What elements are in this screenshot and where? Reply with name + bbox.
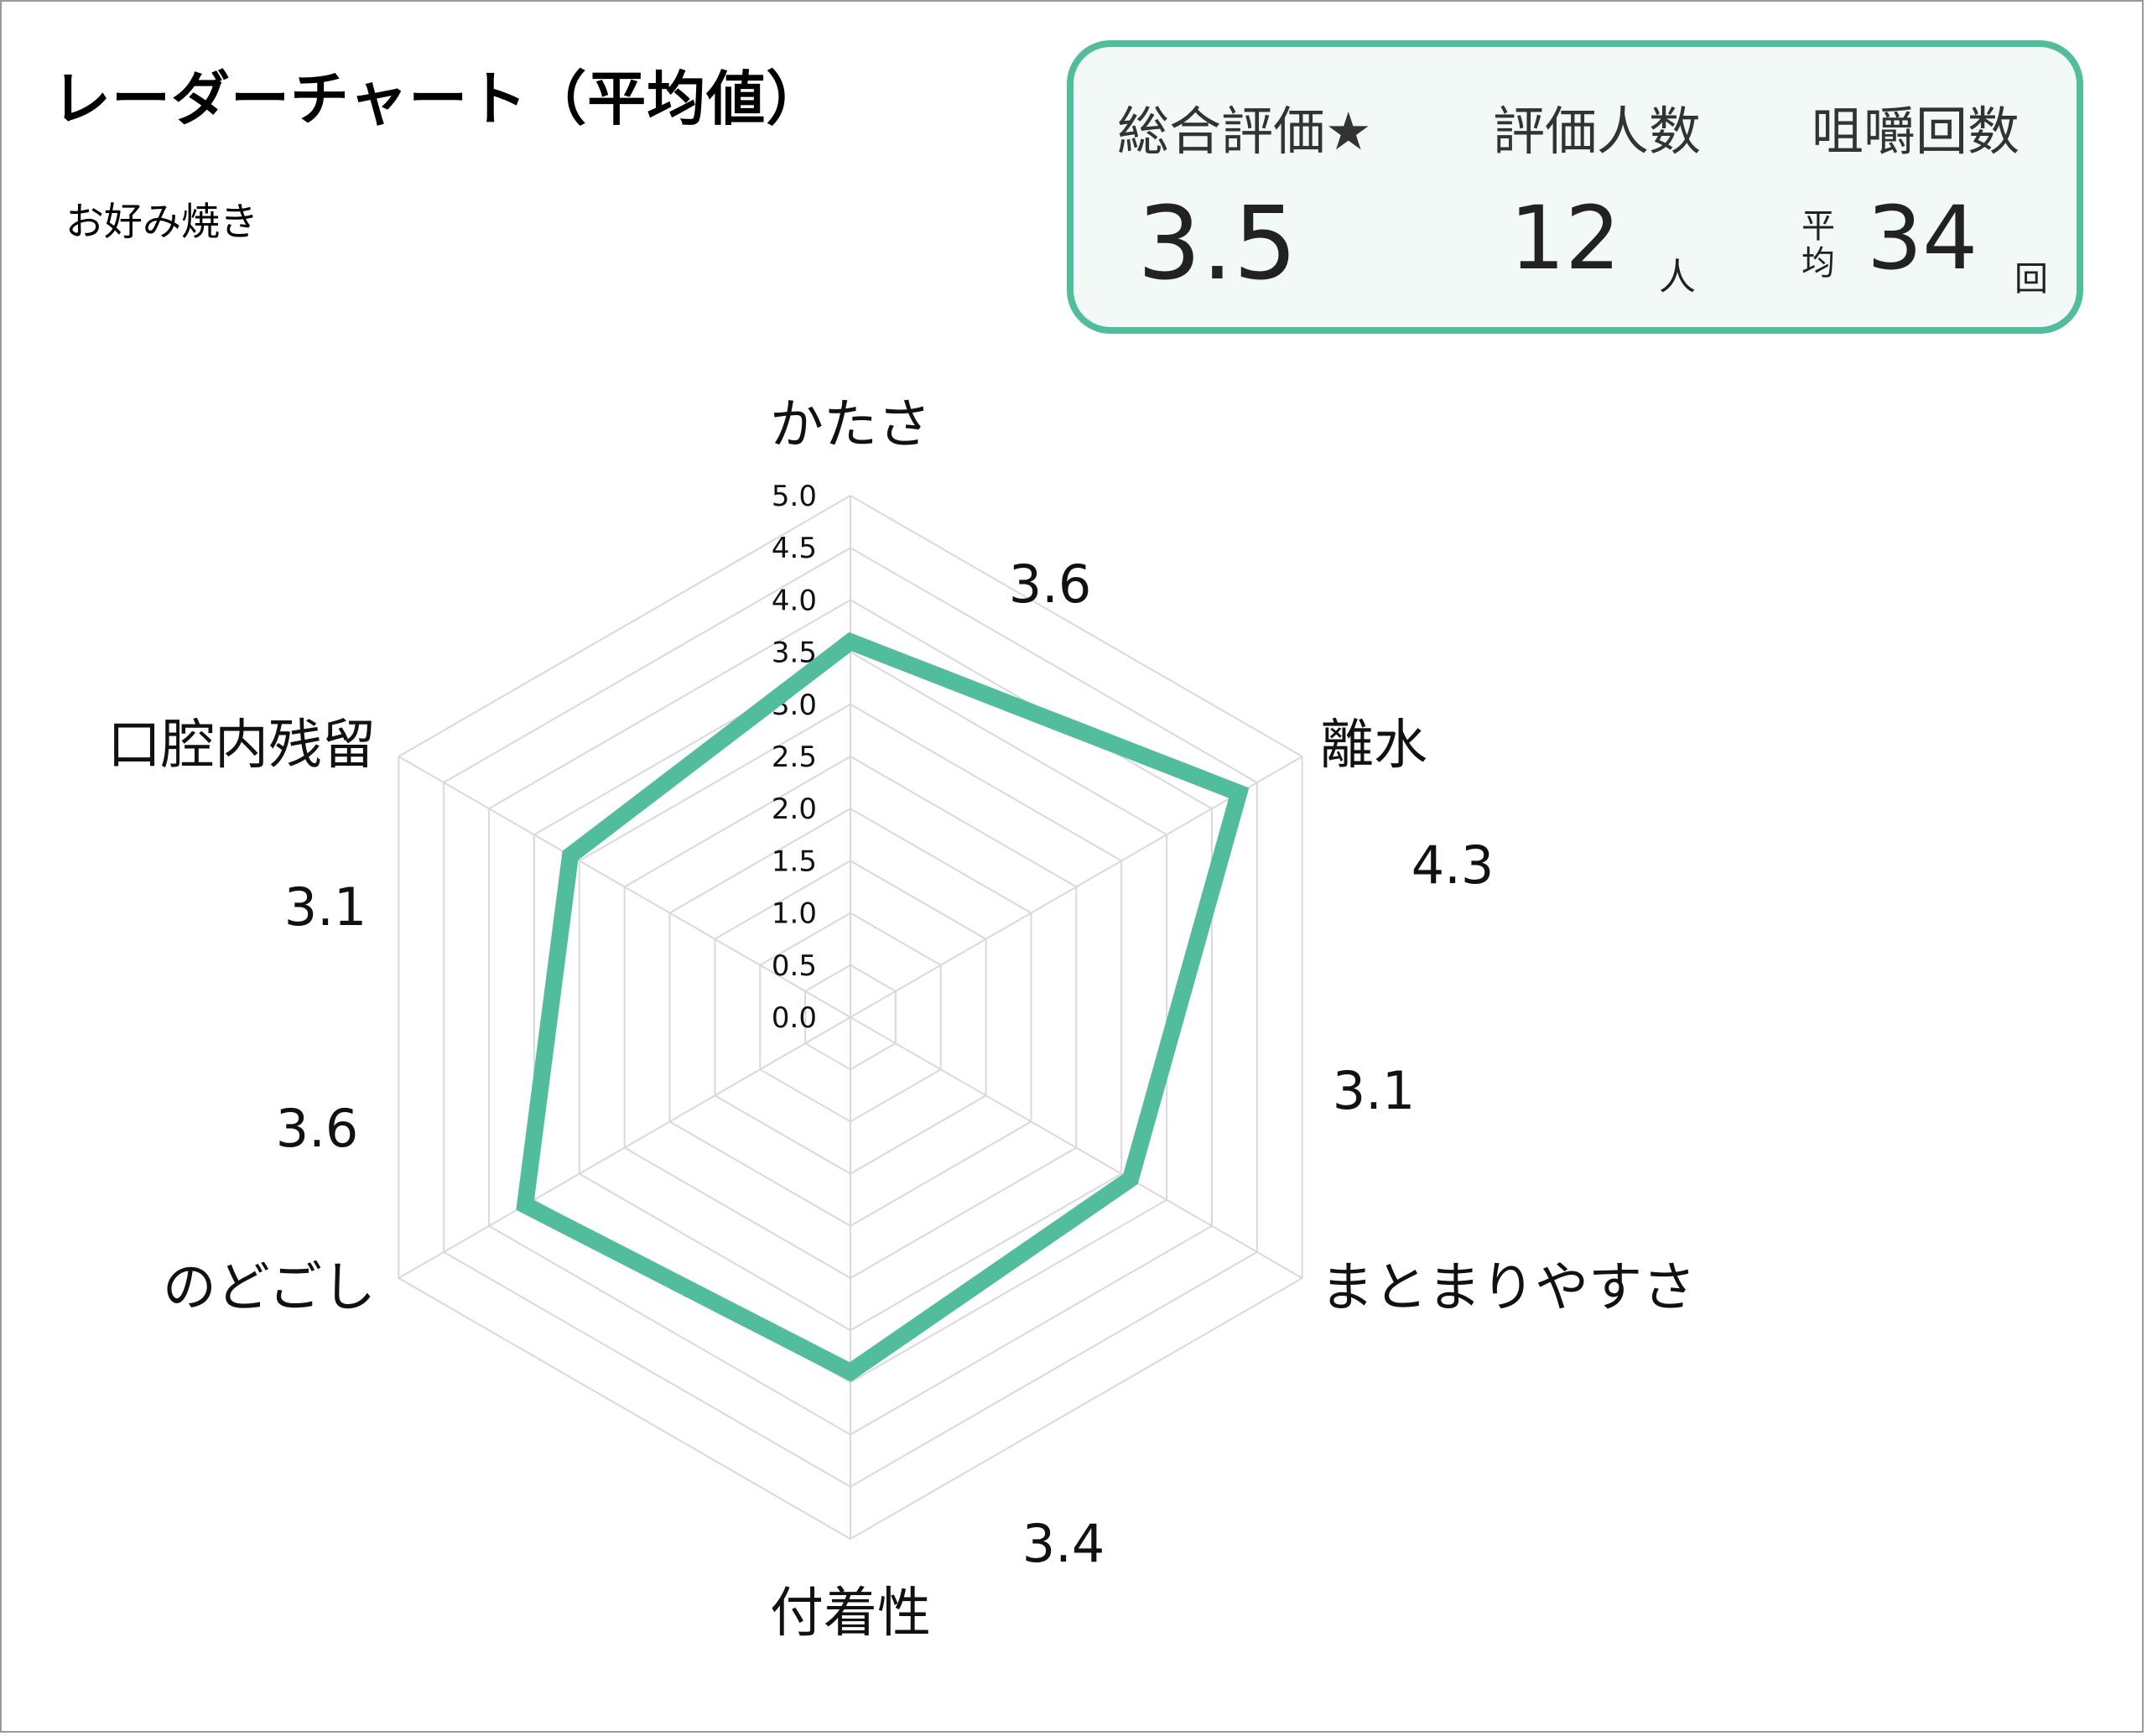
data-point xyxy=(524,1203,527,1206)
axis-label: まとまりやすさ xyxy=(1320,1257,1696,1319)
raters-count-value: 12 xyxy=(1510,187,1621,289)
axis-label: のどごし xyxy=(163,1257,376,1319)
tick-label: 0.0 xyxy=(772,1001,817,1035)
value-label: 4.3 xyxy=(1411,834,1495,896)
tick-label: 1.0 xyxy=(772,897,817,931)
radar-series xyxy=(516,632,1250,1382)
overall-rating-label: 総合評価★ xyxy=(1117,101,1372,162)
grid-spoke xyxy=(398,756,851,1018)
summary-panel: 総合評価★ 評価人数 咀嚼回数 3.5 12 人 平均 34 回 xyxy=(1067,40,2083,334)
value-label: 3.1 xyxy=(1333,1060,1416,1121)
radar-grid xyxy=(398,494,1303,1541)
value-label: 3.6 xyxy=(276,1098,359,1159)
data-point xyxy=(850,641,851,643)
chew-count-unit: 回 xyxy=(2014,260,2048,299)
value-label: 3.1 xyxy=(284,876,367,938)
radar-tick-labels: 0.00.51.01.52.02.53.03.54.04.55.0 xyxy=(772,480,817,1035)
tick-label: 2.0 xyxy=(772,793,817,826)
value-label: 3.6 xyxy=(1009,554,1092,615)
data-point xyxy=(1129,1177,1131,1180)
grid-spoke xyxy=(398,1016,851,1279)
tick-label: 1.5 xyxy=(772,845,817,878)
tick-label: 5.0 xyxy=(772,480,817,513)
axis-label: 付着性 xyxy=(770,1583,931,1645)
overall-rating-value: 3.5 xyxy=(1137,186,1297,303)
data-point xyxy=(569,855,572,857)
grid-spoke xyxy=(850,1016,1303,1279)
chart-subtitle: お好み焼き xyxy=(65,199,258,244)
chew-count-value: 34 xyxy=(1867,187,1978,289)
data-point xyxy=(850,1370,851,1373)
tick-label: 0.5 xyxy=(772,949,817,983)
axis-label: かたさ xyxy=(770,394,931,456)
axis-label: 離水 xyxy=(1320,715,1427,777)
series-line xyxy=(516,632,1250,1382)
chew-count-label: 咀嚼回数 xyxy=(1812,101,2020,162)
raters-count-unit: 人 xyxy=(1659,256,1696,299)
data-point xyxy=(1238,792,1240,794)
value-label: 3.4 xyxy=(1022,1513,1105,1574)
tick-label: 2.5 xyxy=(772,741,817,774)
radar-value-labels: 3.6 4.3 3.1 3.4 3.6 3.1 xyxy=(276,554,1495,1574)
tick-label: 4.0 xyxy=(772,584,817,617)
raters-count-label: 評価人数 xyxy=(1493,101,1702,162)
tick-label: 4.5 xyxy=(772,532,817,565)
chew-average-prefix: 平均 xyxy=(1801,207,1835,283)
chart-title: レーダーチャート（平均値） xyxy=(52,65,826,133)
grid-spoke xyxy=(850,756,1303,1018)
axis-label: 口腔内残留 xyxy=(107,715,376,777)
